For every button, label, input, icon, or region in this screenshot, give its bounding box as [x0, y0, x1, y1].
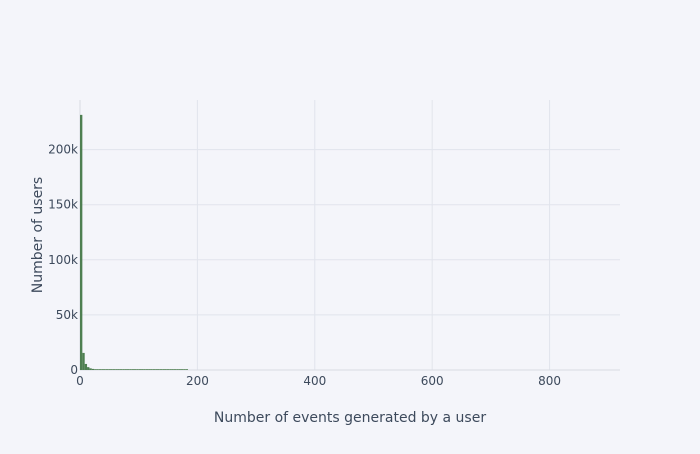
y-tick-label: 150k	[48, 198, 78, 212]
histogram-bar	[173, 369, 177, 370]
histogram-bar	[89, 368, 92, 370]
x-tick-label: 600	[421, 374, 444, 388]
histogram-bar	[164, 369, 167, 370]
histogram-bar	[108, 369, 111, 370]
histogram-bar	[87, 367, 90, 370]
y-tick-label: 50k	[56, 308, 78, 322]
x-axis-ticks: 0 200 400 600 800	[76, 374, 561, 388]
grid	[79, 100, 620, 371]
histogram-bar	[171, 369, 174, 370]
x-tick-label: 800	[538, 374, 561, 388]
y-axis-title: Number of users	[30, 177, 46, 293]
histogram-bar	[131, 369, 134, 370]
histogram-bar	[91, 368, 95, 370]
histogram-bar	[148, 369, 151, 370]
histogram-bar	[162, 369, 165, 370]
histogram-bar	[112, 369, 116, 370]
histogram-bar	[169, 369, 172, 370]
histogram-bar	[159, 369, 163, 370]
y-tick-label: 200k	[48, 143, 78, 157]
histogram-bar	[98, 369, 102, 370]
histogram-bar	[157, 369, 160, 370]
bars	[80, 114, 188, 370]
histogram-bar	[101, 369, 104, 370]
histogram-bar	[80, 114, 83, 370]
histogram-bar	[94, 369, 97, 370]
histogram-bar	[124, 369, 127, 370]
histogram-bar	[122, 369, 125, 370]
histogram-bar	[117, 369, 120, 370]
histogram-bar	[155, 369, 158, 370]
histogram-bar	[176, 369, 179, 370]
x-axis-title: Number of events generated by a user	[214, 410, 486, 426]
x-tick-label: 400	[303, 374, 326, 388]
histogram-bar	[105, 369, 109, 370]
y-axis-ticks: 0 50k 100k 150k 200k	[48, 143, 78, 377]
histogram-bar	[178, 369, 181, 370]
histogram-bar	[150, 369, 153, 370]
histogram-bar	[126, 369, 130, 370]
y-tick-label: 0	[70, 363, 78, 377]
histogram-bar	[183, 369, 186, 370]
histogram-bar	[141, 369, 144, 370]
histogram-bar	[115, 369, 118, 370]
histogram-bar	[145, 369, 149, 370]
histogram-bar	[185, 369, 188, 370]
histogram-bar	[84, 363, 88, 370]
histogram-bar	[110, 369, 113, 370]
x-tick-label: 0	[76, 374, 84, 388]
histogram-bar	[119, 369, 123, 370]
histogram-bar	[138, 369, 142, 370]
histogram-bar	[129, 369, 132, 370]
histogram-bar	[166, 369, 170, 370]
y-tick-label: 100k	[48, 253, 78, 267]
histogram-bar	[134, 369, 137, 370]
histogram-bar	[152, 369, 156, 370]
histogram-bar	[143, 369, 146, 370]
histogram-bar	[103, 369, 106, 370]
x-tick-label: 200	[186, 374, 209, 388]
histogram-bar	[136, 369, 139, 370]
histogram-bar	[180, 369, 184, 370]
histogram-bar	[96, 369, 99, 370]
histogram-bar	[82, 352, 85, 370]
